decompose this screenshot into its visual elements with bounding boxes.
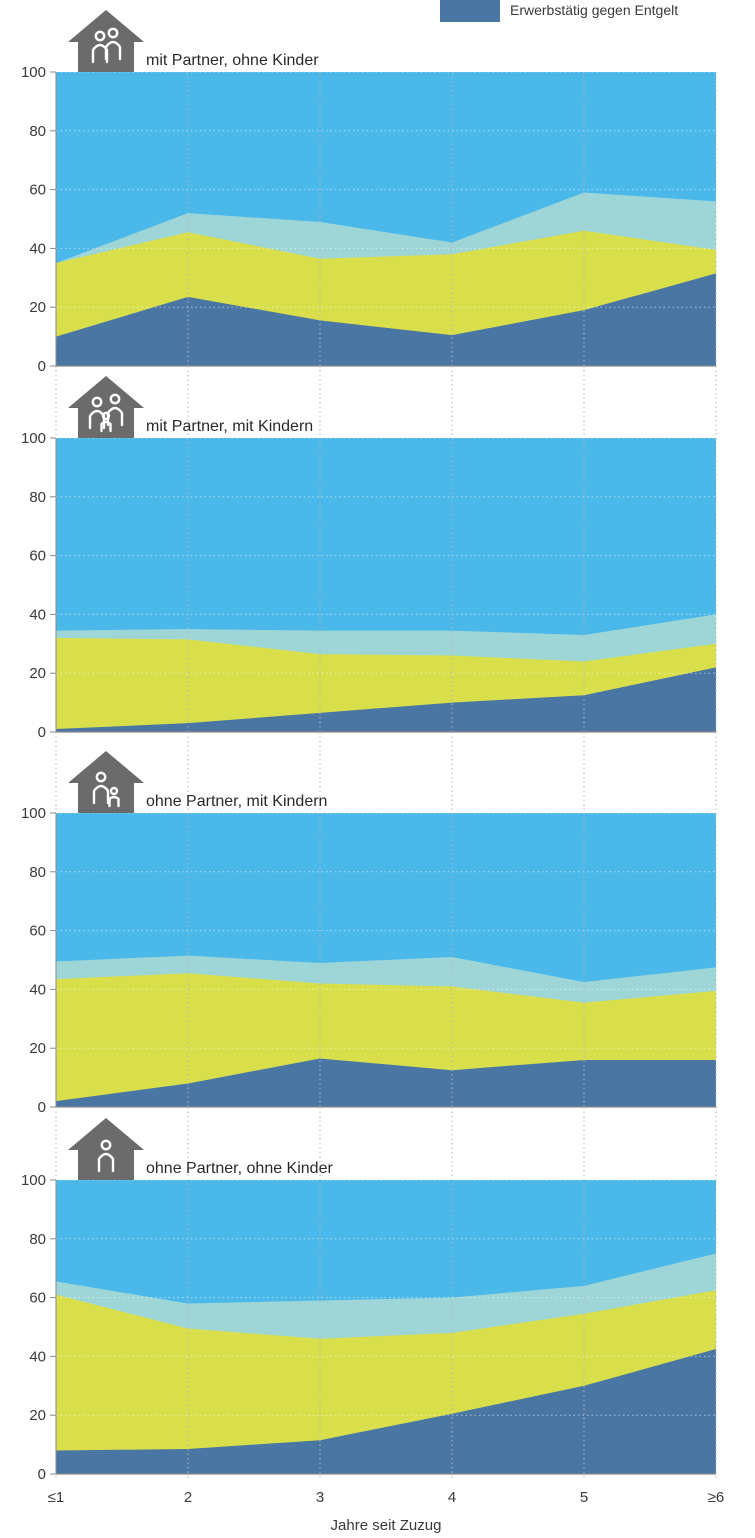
panel-title: mit Partner, mit Kindern [146, 418, 313, 435]
panel-title: ohne Partner, ohne Kinder [146, 1160, 333, 1177]
y-tick-label: 40 [29, 1348, 46, 1365]
house-shape [68, 376, 144, 438]
y-tick-label: 40 [29, 606, 46, 623]
y-tick-label: 0 [38, 1099, 46, 1116]
x-tick-label: 4 [448, 1489, 456, 1506]
x-axis-label: Jahre seit Zuzug [331, 1517, 442, 1534]
area-dark [56, 273, 716, 366]
y-tick-label: 80 [29, 1231, 46, 1248]
y-tick-label: 60 [29, 1290, 46, 1307]
y-tick-label: 40 [29, 240, 46, 257]
chart-panel-2: 0 20 40 60 80 100 mit Partner, mit Kindern [21, 366, 717, 741]
house-shape [68, 10, 144, 72]
area-dark [56, 1058, 716, 1107]
legend: Erwerbstätig gegen Entgelt [440, 0, 755, 22]
chart-panel-3: 0 20 40 60 80 100 ohne Partner, mit Kindern [21, 732, 717, 1116]
y-tick-label: 60 [29, 923, 46, 940]
y-tick-label: 20 [29, 1040, 46, 1057]
x-tick-label: 3 [316, 1489, 324, 1506]
y-tick-label: 80 [29, 489, 46, 506]
y-tick-label: 20 [29, 299, 46, 316]
y-tick-label: 0 [38, 724, 46, 741]
y-tick-label: 0 [38, 1466, 46, 1483]
house-shape [68, 751, 144, 813]
y-tick-label: 100 [21, 805, 46, 822]
y-tick-label: 100 [21, 64, 46, 81]
y-tick-label: 60 [29, 182, 46, 199]
legend-label: Erwerbstätig gegen Entgelt [510, 2, 679, 18]
y-tick-label: 20 [29, 665, 46, 682]
y-tick-label: 40 [29, 981, 46, 998]
y-tick-label: 100 [21, 430, 46, 447]
x-tick-label: ≥6 [708, 1489, 725, 1506]
y-tick-label: 20 [29, 1407, 46, 1424]
y-tick-label: 80 [29, 864, 46, 881]
chart-panel-4: 0 20 40 60 80 100 ohne Partner, ohne Kinder ≤1 2… [21, 1107, 724, 1534]
x-tick-label: 2 [184, 1489, 192, 1506]
y-tick-label: 80 [29, 123, 46, 140]
area-dark [56, 667, 716, 732]
y-tick-label: 60 [29, 548, 46, 565]
panel-title: ohne Partner, mit Kindern [146, 793, 327, 810]
legend-swatch-erwerbstaetig [440, 0, 500, 22]
chart-panel-1: 0 20 40 60 80 100 mit Partner, ohne Kinder [21, 10, 717, 375]
x-tick-label: 5 [580, 1489, 588, 1506]
y-tick-label: 0 [38, 358, 46, 375]
panel-title: mit Partner, ohne Kinder [146, 52, 319, 69]
x-tick-label: ≤1 [48, 1489, 65, 1506]
y-tick-label: 100 [21, 1172, 46, 1189]
area-dark [56, 1349, 716, 1474]
